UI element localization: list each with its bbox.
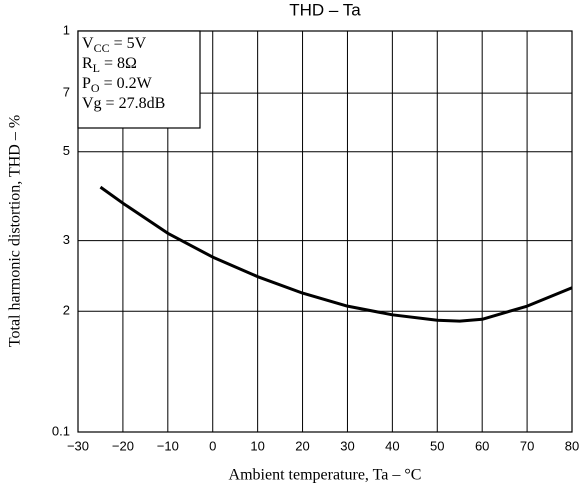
x-tick-label: −30: [67, 438, 89, 453]
y-tick-label: 7: [63, 85, 70, 100]
x-tick-label: 0: [209, 438, 216, 453]
x-tick-label: −20: [112, 438, 134, 453]
x-tick-label: 10: [250, 438, 264, 453]
chart-title: THD – Ta: [289, 0, 361, 19]
y-axis-title: Total harmonic distortion, THD – %: [7, 115, 24, 347]
x-tick-label: 30: [340, 438, 354, 453]
annotation-subscript: L: [93, 61, 100, 75]
x-tick-label: 40: [385, 438, 399, 453]
x-axis-title: Ambient temperature, Ta – °C: [229, 467, 422, 484]
x-tick-label: −10: [157, 438, 179, 453]
annotation-subscript: CC: [94, 41, 110, 55]
x-tick-label: 60: [475, 438, 489, 453]
annotation-text: R: [82, 55, 93, 72]
annotation: RL = 8Ω: [82, 55, 137, 75]
annotation: VCC = 5V: [82, 35, 147, 55]
annotation-text: V: [82, 35, 94, 52]
annotation-text: P: [82, 75, 91, 92]
plot-frame: [77, 30, 573, 433]
annotation-subscript: O: [91, 81, 100, 95]
y-tick-label: 3: [63, 232, 70, 247]
annotation: Vg = 27.8dB: [82, 95, 165, 112]
annotation-text: = 0.2W: [100, 75, 153, 92]
annotation-text: = 5V: [110, 35, 147, 52]
conditions-box: [77, 30, 201, 129]
x-tick-label: 80: [565, 438, 579, 453]
data-line: [99, 185, 573, 323]
annotation-text: Vg = 27.8dB: [82, 95, 165, 112]
annotation-text: = 8Ω: [100, 55, 137, 72]
x-tick-label: 50: [430, 438, 444, 453]
y-tick-label: 1: [63, 22, 70, 37]
y-tick-label: 2: [63, 303, 70, 318]
annotation: PO = 0.2W: [82, 75, 153, 95]
y-tick-label: 0.1: [52, 423, 70, 438]
x-tick-label: 20: [295, 438, 309, 453]
y-tick-label: 5: [63, 143, 70, 158]
x-tick-label: 70: [520, 438, 534, 453]
